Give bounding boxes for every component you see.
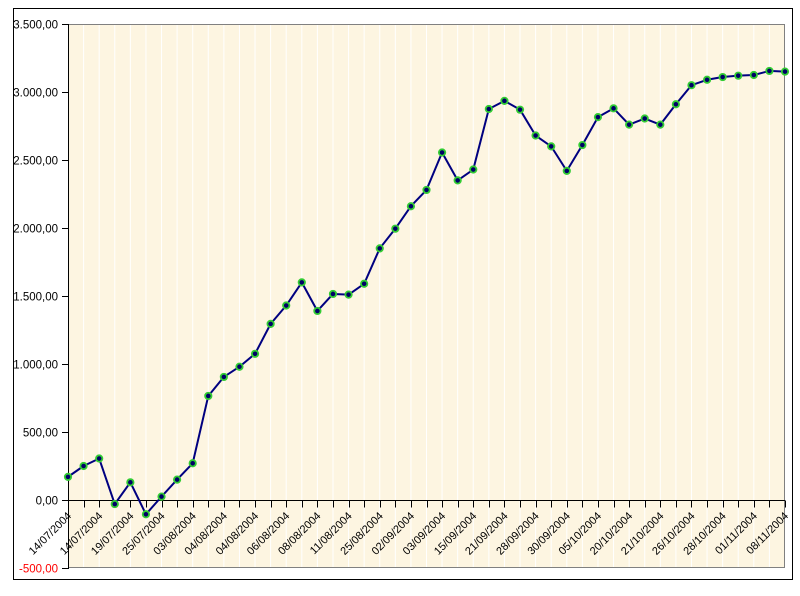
data-point-marker <box>500 96 509 105</box>
data-point-marker <box>204 391 213 401</box>
data-point-marker <box>391 224 400 233</box>
y-axis-label: 0,00 <box>36 496 58 508</box>
data-point-marker <box>126 478 135 487</box>
data-point-marker <box>360 279 369 288</box>
data-point-marker <box>484 104 493 114</box>
data-point-marker <box>749 70 758 80</box>
data-point-marker <box>188 459 197 468</box>
data-point-marker <box>375 244 384 253</box>
data-point-marker <box>422 185 431 195</box>
data-point-marker <box>625 120 634 129</box>
data-point-marker <box>765 66 774 76</box>
data-point-marker <box>235 362 244 371</box>
y-axis-label: 500,00 <box>23 428 58 440</box>
data-point-marker <box>609 104 618 113</box>
data-point-marker <box>734 71 743 80</box>
data-point-marker <box>578 140 587 150</box>
y-axis-label: 3.000,00 <box>13 88 58 100</box>
data-point-marker <box>250 349 260 358</box>
y-axis-label: 2.500,00 <box>13 156 58 168</box>
data-point-marker <box>95 454 104 463</box>
data-point-marker <box>718 72 727 82</box>
data-point-marker <box>640 114 649 123</box>
y-axis-label: 3.500,00 <box>13 20 58 32</box>
y-axis-label: 1.500,00 <box>13 292 58 304</box>
data-point-marker <box>469 165 478 174</box>
data-point-marker <box>344 290 353 299</box>
data-point-marker <box>173 475 182 484</box>
data-point-marker <box>328 289 338 299</box>
data-point-marker <box>593 113 603 122</box>
data-point-marker <box>297 278 306 287</box>
y-axis-label: -500,00 <box>19 564 58 576</box>
data-point-marker <box>157 492 166 501</box>
data-point-marker <box>63 472 73 481</box>
data-point-marker <box>110 499 119 509</box>
data-point-marker <box>656 120 665 129</box>
data-point-marker <box>515 105 525 114</box>
y-axis-label: 1.000,00 <box>13 360 58 372</box>
data-point-marker <box>437 148 447 157</box>
data-point-marker <box>313 306 322 316</box>
data-point-marker <box>702 75 712 84</box>
data-point-marker <box>406 202 416 211</box>
data-point-marker <box>687 81 696 90</box>
data-point-marker <box>266 319 275 328</box>
data-point-marker <box>141 510 151 519</box>
data-point-marker <box>79 461 88 471</box>
data-point-marker <box>453 176 462 185</box>
data-point-marker <box>219 372 228 382</box>
data-point-marker <box>562 166 571 175</box>
data-point-marker <box>780 67 790 76</box>
data-point-marker <box>671 100 680 109</box>
data-point-marker <box>531 131 540 140</box>
y-axis-label: 2.000,00 <box>13 224 58 236</box>
data-point-marker <box>547 142 556 151</box>
data-point-marker <box>282 301 291 310</box>
